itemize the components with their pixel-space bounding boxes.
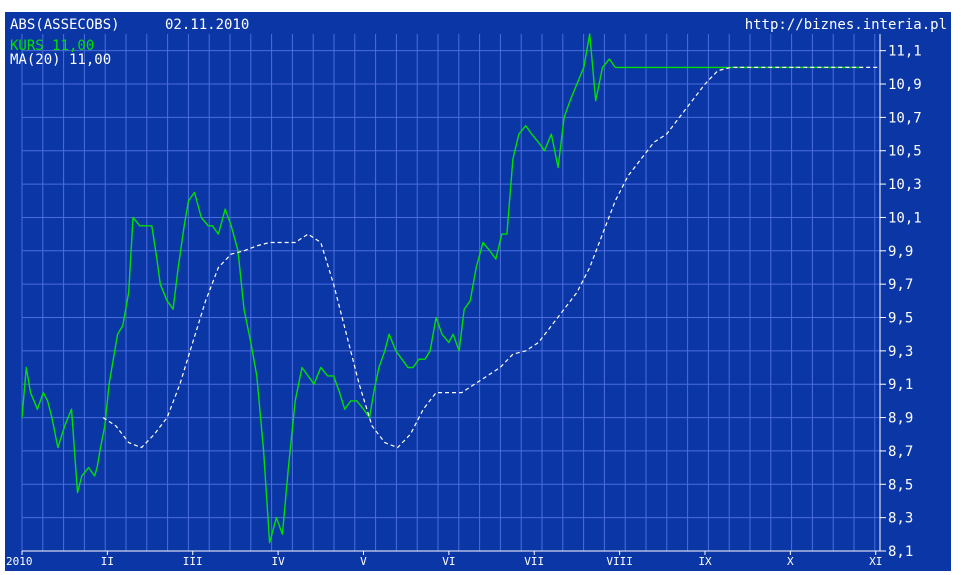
y-tick-label: 10,5 (888, 144, 922, 160)
legend-ma: MA(20) 11,00 (10, 52, 111, 68)
y-tick-label: 8,9 (888, 411, 913, 427)
legend-kurs: KURS 11,00 (10, 38, 94, 54)
x-tick-label: IX (698, 555, 712, 568)
y-axis: 8,1 8,3 8,5 8,7 8,9 9,1 9,3 9,5 9,7 9,9 10,1 10,3 10… (879, 34, 922, 560)
kurs-line (21, 33, 863, 544)
source-url[interactable]: http://biznes.interia.pl (745, 17, 947, 33)
x-tick-label: III (183, 555, 203, 568)
y-tick-label: 8,1 (888, 544, 913, 560)
x-tick-label: V (360, 555, 367, 568)
y-tick-label: 10,7 (888, 110, 922, 126)
series-lines (21, 33, 880, 544)
y-tick-label: 9,7 (888, 277, 913, 293)
x-tick-label: 2010 (6, 555, 33, 568)
x-tick-label: VIII (606, 555, 633, 568)
y-tick-label: 10,1 (888, 210, 922, 226)
header-bar (5, 12, 951, 34)
ma20-line (102, 66, 880, 449)
y-tick-label: 10,3 (888, 177, 922, 193)
y-tick-label: 9,9 (888, 244, 913, 260)
x-axis: 2010 II III IV V VI VII VIII IX X XI (6, 550, 882, 568)
x-tick-label: X (787, 555, 794, 568)
x-tick-label: VI (442, 555, 455, 568)
y-tick-label: 8,5 (888, 477, 913, 493)
y-tick-label: 10,9 (888, 77, 922, 93)
date-label: 02.11.2010 (165, 17, 249, 33)
y-tick-label: 8,7 (888, 444, 913, 460)
y-tick-label: 9,1 (888, 377, 913, 393)
y-tick-label: 8,3 (888, 511, 913, 527)
x-tick-label: XI (869, 555, 882, 568)
x-tick-label: VII (524, 555, 544, 568)
instrument-label: ABS(ASSECOBS) (10, 17, 120, 33)
y-tick-label: 11,1 (888, 44, 922, 60)
grid (21, 34, 880, 552)
y-tick-label: 9,3 (888, 344, 913, 360)
x-tick-label: IV (271, 555, 285, 568)
x-tick-label: II (101, 555, 114, 568)
y-tick-label: 9,5 (888, 311, 913, 327)
